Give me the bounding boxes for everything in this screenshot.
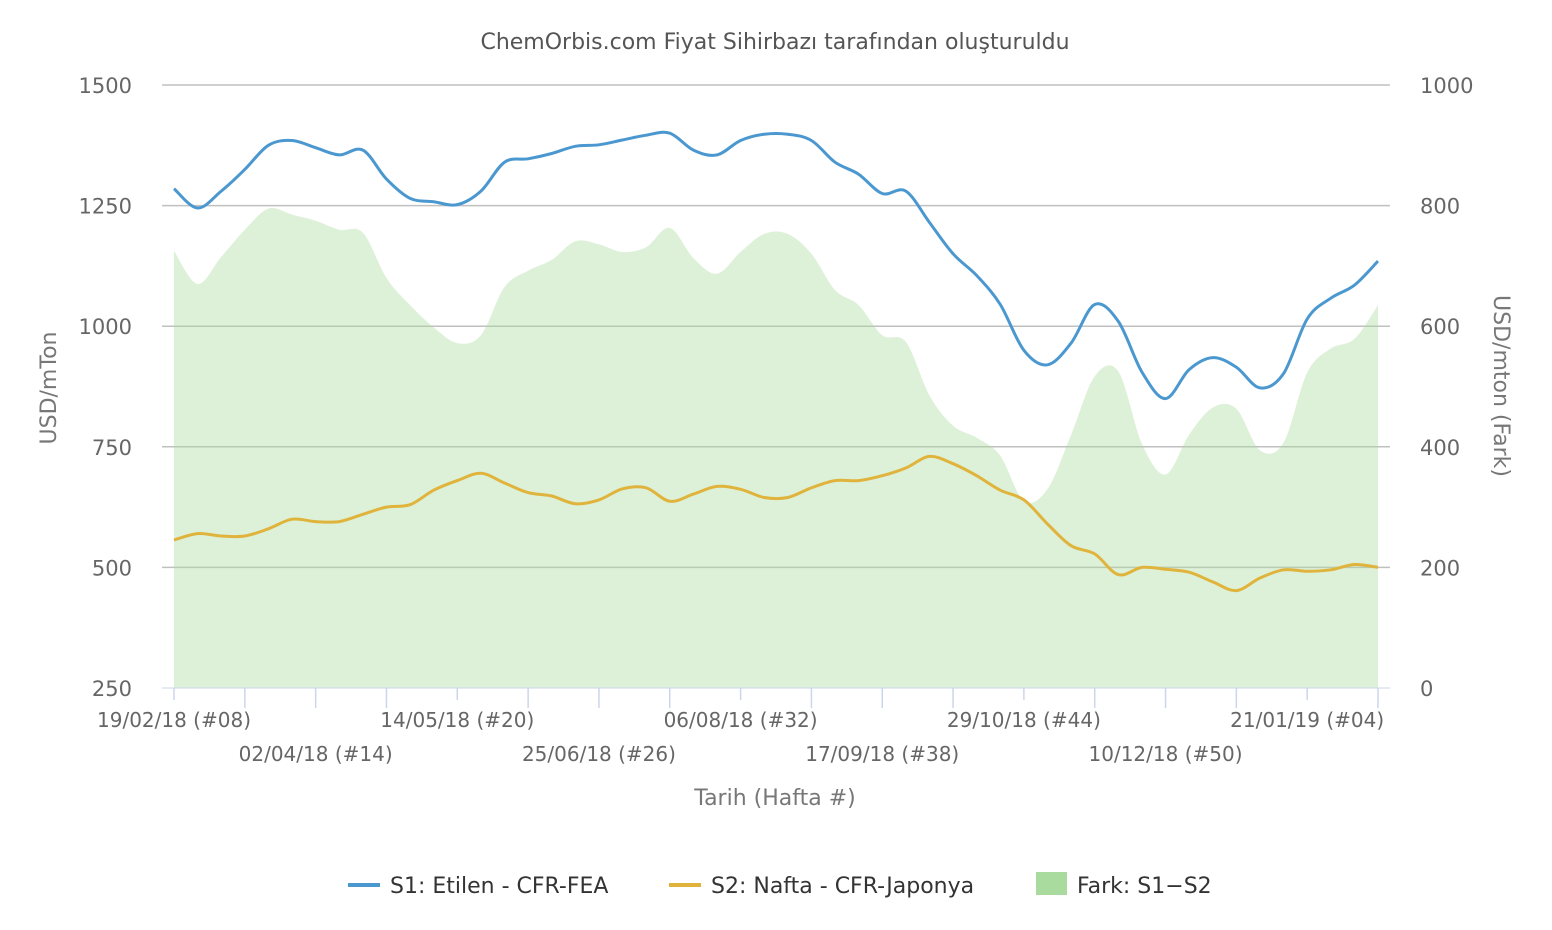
x-tick-label-4: 06/08/18 (#32) <box>664 708 818 732</box>
x-tick-label-1: 02/04/18 (#14) <box>239 742 393 766</box>
y-tick-label-750: 750 <box>92 436 132 460</box>
left-axis-ticks: 250 500 750 1000 1250 1500 <box>79 74 132 701</box>
legend-item-s1[interactable]: S1: Etilen - CFR-FEA <box>348 874 608 899</box>
legend-label-fark: Fark: S1−S2 <box>1077 874 1212 899</box>
x-axis-ticks: 19/02/18 (#08) 02/04/18 (#14) 14/05/18 (#2… <box>97 688 1384 766</box>
y2-axis-label: USD/mton (Fark) <box>1488 295 1513 477</box>
area-fark-s1-s2 <box>174 208 1378 689</box>
y-tick-label-1000: 1000 <box>79 315 132 339</box>
y-tick-label-1500: 1500 <box>79 74 132 98</box>
y2-tick-label-800: 800 <box>1420 195 1460 219</box>
y2-tick-label-0: 0 <box>1420 677 1433 701</box>
x-tick-label-7: 10/12/18 (#50) <box>1089 742 1243 766</box>
x-tick-label-3: 25/06/18 (#26) <box>522 742 676 766</box>
y2-tick-label-200: 200 <box>1420 556 1460 580</box>
line-s1-etilen <box>172 130 1380 401</box>
y-axis-label: USD/mTon <box>37 332 62 445</box>
y2-tick-label-400: 400 <box>1420 436 1460 460</box>
legend: S1: Etilen - CFR-FEA S2: Nafta - CFR-Jap… <box>348 872 1212 899</box>
right-axis-ticks: 0 200 400 600 800 1000 <box>1420 74 1473 701</box>
y-tick-label-500: 500 <box>92 556 132 580</box>
legend-label-s1: S1: Etilen - CFR-FEA <box>390 874 608 899</box>
line-s2-nafta <box>173 454 1379 593</box>
legend-label-s2: S2: Nafta - CFR-Japonya <box>711 874 974 899</box>
x-tick-label-5: 17/09/18 (#38) <box>805 742 959 766</box>
legend-item-s2[interactable]: S2: Nafta - CFR-Japonya <box>669 874 974 899</box>
legend-item-fark[interactable]: Fark: S1−S2 <box>1036 872 1212 899</box>
gridlines <box>162 84 1390 569</box>
x-tick-label-2: 14/05/18 (#20) <box>380 708 534 732</box>
y-tick-label-1250: 1250 <box>79 195 132 219</box>
x-tick-label-6: 29/10/18 (#44) <box>947 708 1101 732</box>
y-tick-label-250: 250 <box>92 677 132 701</box>
legend-swatch-fark <box>1036 872 1067 895</box>
chart-title: ChemOrbis.com Fiyat Sihirbazı tarafından… <box>480 30 1069 55</box>
x-tick-label-8: 21/01/19 (#04) <box>1230 708 1384 732</box>
x-axis-label: Tarih (Hafta #) <box>693 786 855 811</box>
x-tick-label-0: 19/02/18 (#08) <box>97 708 251 732</box>
y2-tick-label-600: 600 <box>1420 315 1460 339</box>
y2-tick-label-1000: 1000 <box>1420 74 1473 98</box>
